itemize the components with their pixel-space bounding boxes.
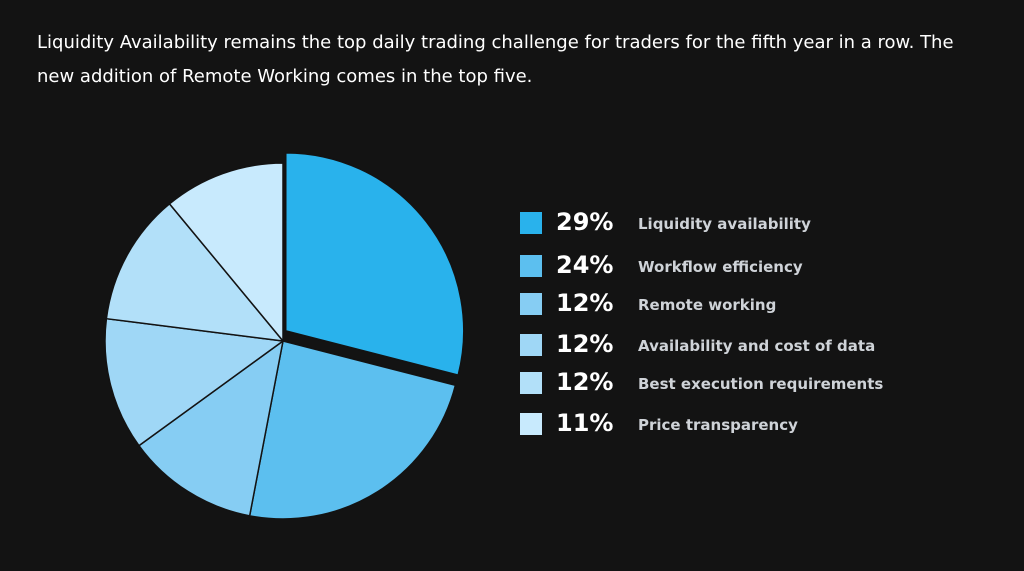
- pie-slice-price-transparency: [168, 162, 284, 342]
- legend-item-price-transparency: 11% Price transparency: [518, 406, 978, 440]
- legend-swatch: [520, 372, 542, 394]
- legend-label: Liquidity availability: [638, 215, 811, 233]
- chart-subtitle: Liquidity Availability remains the top d…: [37, 32, 954, 87]
- legend-item-liquidity-availability: 29% Liquidity availability: [518, 205, 978, 239]
- pie-slice-remote-working: [138, 340, 284, 517]
- legend-item-remote-working: 12% Remote working: [518, 286, 978, 320]
- legend-swatch: [520, 255, 542, 277]
- chart-legend: 29% Liquidity availability 24% Workflow eff…: [518, 205, 978, 455]
- pie-slice-workflow-efficiency: [248, 340, 457, 520]
- legend-value: 12%: [556, 330, 614, 358]
- legend-swatch: [520, 334, 542, 356]
- legend-value: 29%: [556, 208, 614, 236]
- legend-item-availability-and-cost-of-data: 12% Availability and cost of data: [518, 327, 978, 361]
- legend-swatch: [520, 293, 542, 315]
- pie-slice-best-execution-requirements: [105, 203, 284, 342]
- pie-slice-liquidity-availability: [285, 152, 465, 376]
- pie-slice-availability-and-cost-of-data: [104, 317, 284, 447]
- legend-value: 24%: [556, 251, 614, 279]
- legend-label: Remote working: [638, 296, 777, 314]
- legend-value: 11%: [556, 409, 614, 437]
- legend-swatch: [520, 413, 542, 435]
- legend-item-best-execution-requirements: 12% Best execution requirements: [518, 365, 978, 399]
- legend-label: Workflow efficiency: [638, 258, 803, 276]
- legend-label: Best execution requirements: [638, 375, 884, 393]
- legend-value: 12%: [556, 368, 614, 396]
- legend-label: Price transparency: [638, 416, 798, 434]
- legend-label: Availability and cost of data: [638, 337, 876, 355]
- legend-item-workflow-efficiency: 24% Workflow efficiency: [518, 248, 978, 282]
- legend-value: 12%: [556, 289, 614, 317]
- legend-swatch: [520, 212, 542, 234]
